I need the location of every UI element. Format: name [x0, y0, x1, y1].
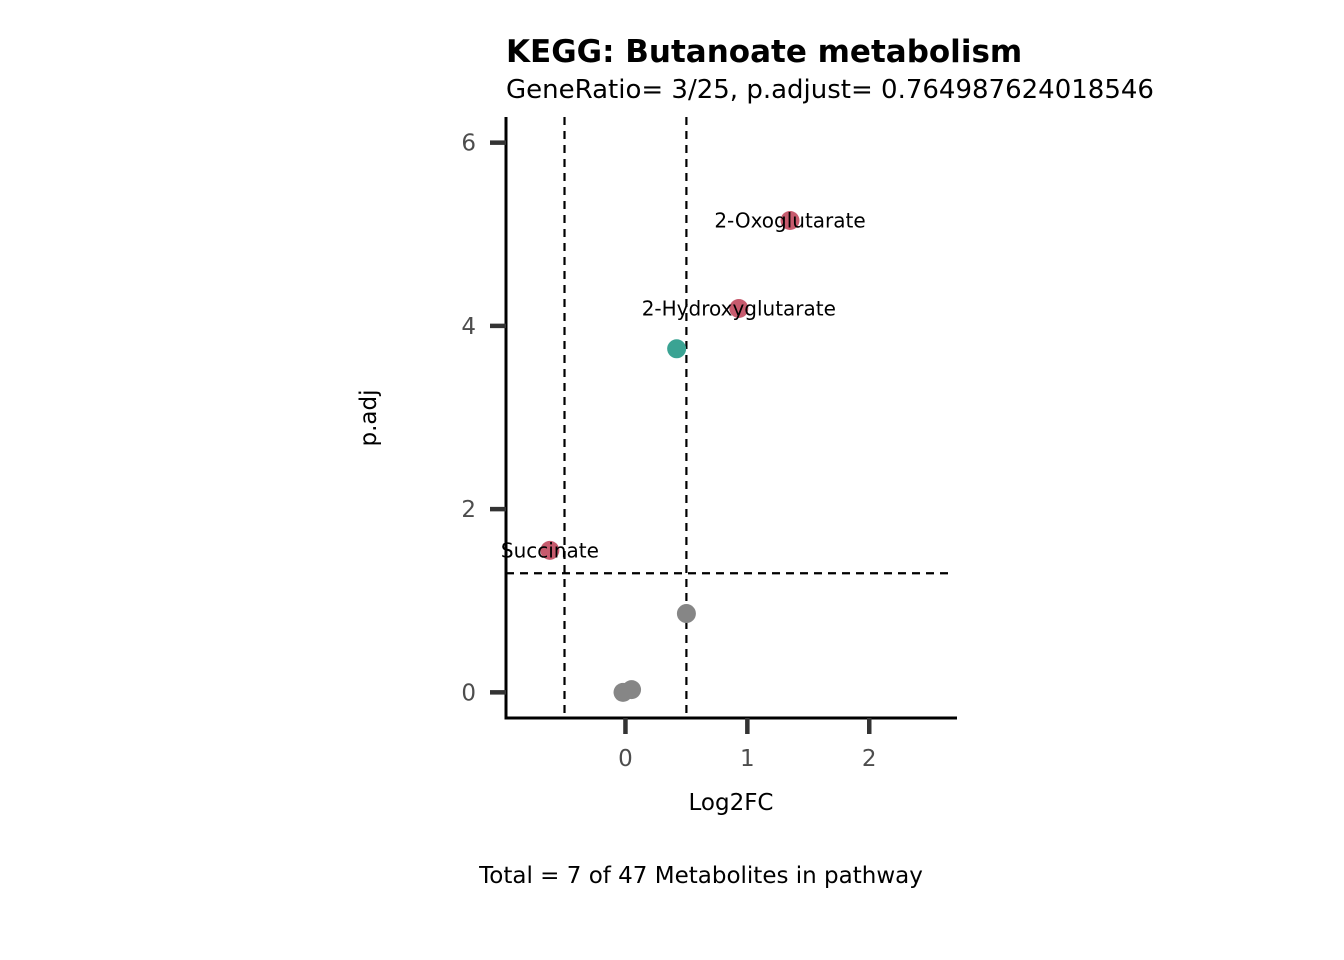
- x-tick-label: 1: [740, 746, 755, 772]
- y-tick-label: 4: [461, 314, 476, 340]
- point-label: 2-Oxoglutarate: [714, 209, 865, 233]
- data-point: [729, 298, 749, 318]
- y-tick-label: 6: [461, 131, 476, 157]
- threshold-lines: [506, 117, 950, 718]
- y-tick-label: 0: [461, 680, 476, 706]
- y-tick-label: 2: [461, 497, 476, 523]
- chart-caption: Total = 7 of 47 Metabolites in pathway: [478, 863, 923, 889]
- data-points: [540, 211, 800, 702]
- data-point: [540, 540, 560, 560]
- x-axis-title: Log2FC: [688, 790, 773, 816]
- point-labels: 2-Oxoglutarate 2-Hydroxyglutarate Succinat…: [501, 209, 866, 563]
- chart-title: KEGG: Butanoate metabolism: [506, 34, 1022, 70]
- y-axis-title: p.adj: [356, 390, 382, 447]
- axes: 0 2 4 6 0 1 2: [461, 117, 957, 772]
- data-point: [667, 339, 687, 359]
- point-label: Succinate: [501, 538, 599, 562]
- point-label: 2-Hydroxyglutarate: [642, 296, 836, 320]
- data-point: [613, 682, 633, 702]
- chart-subtitle: GeneRatio= 3/25, p.adjust= 0.76498762401…: [506, 75, 1154, 105]
- data-point: [676, 604, 696, 624]
- x-tick-label: 2: [862, 746, 877, 772]
- data-point: [780, 211, 800, 231]
- x-tick-label: 0: [618, 746, 633, 772]
